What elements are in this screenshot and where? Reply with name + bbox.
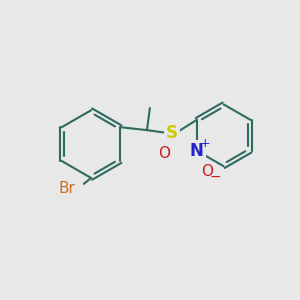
Text: S: S	[166, 124, 178, 142]
Text: −: −	[210, 169, 221, 183]
Text: N: N	[190, 142, 204, 160]
Text: O: O	[158, 146, 170, 161]
Text: +: +	[200, 137, 210, 150]
Text: Br: Br	[58, 181, 75, 196]
Text: O: O	[201, 164, 213, 179]
